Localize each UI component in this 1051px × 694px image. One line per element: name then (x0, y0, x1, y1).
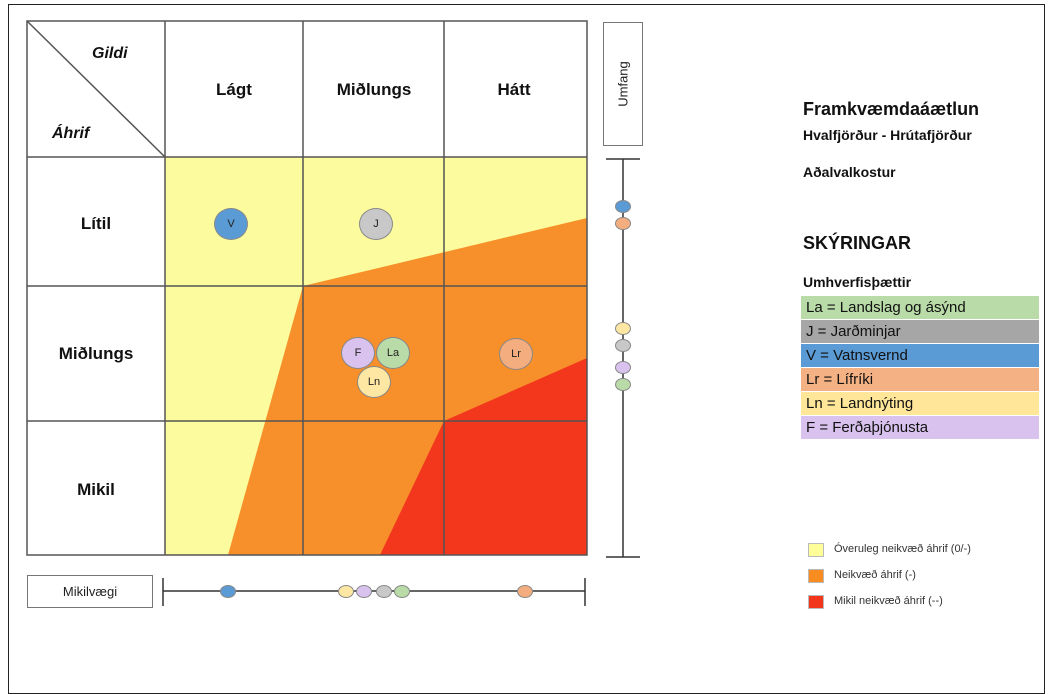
legend-impact-negative: Neikvæð áhrif (-) (834, 569, 916, 581)
column-header-hatt: Hátt (497, 80, 531, 99)
option-label: Aðalvalkostur (803, 164, 896, 180)
item-circle-lr: Lr (499, 338, 533, 370)
item-code: J (373, 218, 379, 230)
legend-swatch-negative (808, 569, 824, 583)
mikilvaegi-dot-j (376, 585, 392, 598)
item-code: Lr (511, 348, 521, 360)
item-code: V (227, 218, 235, 230)
umfang-box: Umfang (603, 22, 643, 146)
grid-lines (26, 20, 588, 556)
legend-factor-la: La = Landslag og ásýnd (801, 296, 1039, 319)
umfang-dot-v (615, 200, 631, 213)
corner-label-ahrif: Áhrif (52, 125, 90, 142)
item-code: Ln (367, 376, 381, 388)
legend-factor-f: F = Ferðaþjónusta (801, 416, 1039, 439)
mikilvaegi-dot-f (356, 585, 372, 598)
legend-factor-ln: Ln = Landnýting (801, 392, 1039, 415)
row-header-mikil: Mikil (77, 480, 115, 499)
umfang-dot-la (615, 378, 631, 391)
mikilvaegi-label: Mikilvægi (27, 575, 153, 608)
row-header-litil: Lítil (80, 214, 112, 233)
mikilvaegi-dot-lr (517, 585, 533, 598)
mikilvaegi-dot-v (220, 585, 236, 598)
legend-impact-minor: Óveruleg neikvæð áhrif (0/-) (834, 543, 971, 555)
umfang-dot-lr (615, 217, 631, 230)
umfang-dot-ln (615, 322, 631, 335)
item-code: F (354, 347, 362, 359)
item-circle-la: La (376, 337, 410, 369)
item-code: La (386, 347, 400, 359)
legend-swatch-minor (808, 543, 824, 557)
zone-red (380, 358, 587, 555)
mikilvaegi-dot-ln (338, 585, 354, 598)
umfang-dot-f (615, 361, 631, 374)
item-circle-v: V (214, 208, 248, 240)
item-circle-j: J (359, 208, 393, 240)
legend-swatch-major (808, 595, 824, 609)
row-header-midlungs: Miðlungs (58, 344, 134, 363)
item-circle-ln: Ln (357, 366, 391, 398)
umfang-dot-j (615, 339, 631, 352)
umfang-label: Umfang (615, 61, 631, 107)
legend-factor-lr: Lr = Lífríki (801, 368, 1039, 391)
project-subtitle: Hvalfjörður - Hrútafjörður (803, 127, 972, 143)
legend-factor-v: V = Vatnsvernd (801, 344, 1039, 367)
legend-heading: SKÝRINGAR (803, 233, 912, 253)
item-circle-f: F (341, 337, 375, 369)
legend-factor-j: J = Jarðminjar (801, 320, 1039, 343)
factors-heading: Umhverfisþættir (803, 274, 912, 290)
corner-label-gildi: Gildi (92, 45, 128, 62)
column-header-midlungs: Miðlungs (336, 80, 412, 99)
column-header-lagt: Lágt (216, 80, 252, 99)
project-title: Framkvæmdaáætlun (803, 99, 980, 119)
mikilvaegi-dot-la (394, 585, 410, 598)
legend-impact-major: Mikil neikvæð áhrif (--) (834, 595, 943, 607)
